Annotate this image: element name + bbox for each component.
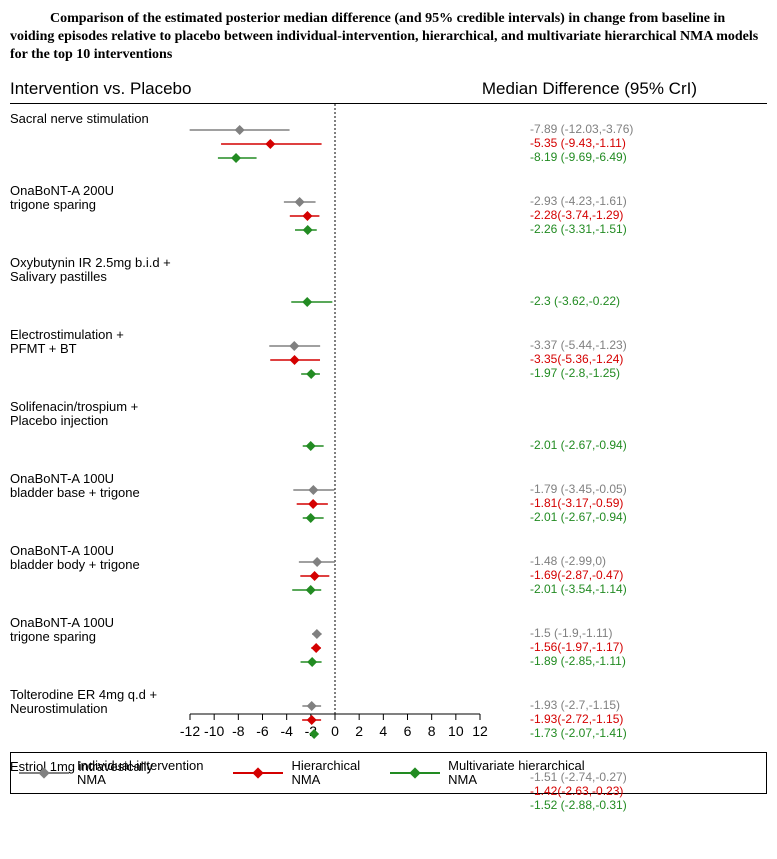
legend-label: Hierarchical NMA xyxy=(291,759,360,788)
estimate-value: -1.69(-2.87,-0.47) xyxy=(530,569,623,581)
estimate-value: -1.51 (-2.74,-0.27) xyxy=(530,771,627,783)
intervention-label: OnaBoNT-A 100U trigone sparing xyxy=(10,616,190,645)
estimate-value: -2.93 (-4.23,-1.61) xyxy=(530,195,627,207)
diamond-icon xyxy=(253,767,264,778)
intervention-label: Tolterodine ER 4mg q.d + Neurostimulatio… xyxy=(10,688,190,717)
estimate-value: -1.52 (-2.88,-0.31) xyxy=(530,799,627,811)
estimate-value: -1.56(-1.97,-1.17) xyxy=(530,641,623,653)
estimate-value: -1.79 (-3.45,-0.05) xyxy=(530,483,627,495)
estimate-value: -1.5 (-1.9,-1.11) xyxy=(530,627,612,639)
legend-swatch xyxy=(390,772,440,774)
legend-swatch xyxy=(233,772,283,774)
legend-swatch xyxy=(19,772,69,774)
svg-text:10: 10 xyxy=(448,723,464,739)
intervention-label: OnaBoNT-A 100U bladder body + trigone xyxy=(10,544,190,573)
estimate-value: -2.28(-3.74,-1.29) xyxy=(530,209,623,221)
svg-text:8: 8 xyxy=(428,723,436,739)
estimate-value: -2.01 (-3.54,-1.14) xyxy=(530,583,627,595)
estimate-value: -7.89 (-12.03,-3.76) xyxy=(530,123,633,135)
chart-header: Intervention vs. Placebo Median Differen… xyxy=(10,75,767,104)
header-right: Median Difference (95% CrI) xyxy=(482,79,697,99)
intervention-label: Solifenacin/trospium + Placebo injection xyxy=(10,400,190,429)
legend-item: Hierarchical NMA xyxy=(233,759,360,788)
svg-text:2: 2 xyxy=(355,723,363,739)
svg-text:12: 12 xyxy=(472,723,488,739)
figure-caption: Comparison of the estimated posterior me… xyxy=(10,10,767,65)
estimate-value: -5.35 (-9.43,-1.11) xyxy=(530,137,626,149)
estimate-value: -1.73 (-2.07,-1.41) xyxy=(530,727,627,739)
svg-text:-6: -6 xyxy=(256,723,269,739)
svg-text:-8: -8 xyxy=(232,723,245,739)
plot-area: -12-10-8-6-4-2024681012 Sacral nerve sti… xyxy=(10,104,767,744)
svg-text:-12: -12 xyxy=(180,723,200,739)
estimate-value: -3.35(-5.36,-1.24) xyxy=(530,353,623,365)
estimate-value: -1.89 (-2.85,-1.11) xyxy=(530,655,626,667)
intervention-label: Sacral nerve stimulation xyxy=(10,112,190,126)
header-left: Intervention vs. Placebo xyxy=(10,79,191,99)
estimate-value: -3.37 (-5.44,-1.23) xyxy=(530,339,627,351)
intervention-label: Electrostimulation + PFMT + BT xyxy=(10,328,190,357)
estimate-value: -2.01 (-2.67,-0.94) xyxy=(530,439,627,451)
estimate-value: -1.48 (-2.99,0) xyxy=(530,555,606,567)
estimate-value: -1.42(-2.63,-0.23) xyxy=(530,785,623,797)
intervention-label: OnaBoNT-A 100U bladder base + trigone xyxy=(10,472,190,501)
forest-plot: Intervention vs. Placebo Median Differen… xyxy=(10,75,767,795)
estimate-value: -2.3 (-3.62,-0.22) xyxy=(530,295,620,307)
svg-text:-4: -4 xyxy=(280,723,293,739)
diamond-icon xyxy=(409,767,420,778)
svg-text:0: 0 xyxy=(331,723,339,739)
svg-text:6: 6 xyxy=(404,723,412,739)
estimate-value: -2.01 (-2.67,-0.94) xyxy=(530,511,627,523)
estimate-value: -1.93(-2.72,-1.15) xyxy=(530,713,623,725)
estimate-value: -8.19 (-9.69,-6.49) xyxy=(530,151,627,163)
estimate-value: -1.81(-3.17,-0.59) xyxy=(530,497,623,509)
intervention-label: Oxybutynin IR 2.5mg b.i.d + Salivary pas… xyxy=(10,256,190,285)
estimate-value: -1.97 (-2.8,-1.25) xyxy=(530,367,620,379)
estimate-value: -2.26 (-3.31,-1.51) xyxy=(530,223,627,235)
svg-text:4: 4 xyxy=(379,723,387,739)
svg-text:-10: -10 xyxy=(204,723,224,739)
estimate-value: -1.93 (-2.7,-1.15) xyxy=(530,699,620,711)
intervention-label: OnaBoNT-A 200U trigone sparing xyxy=(10,184,190,213)
